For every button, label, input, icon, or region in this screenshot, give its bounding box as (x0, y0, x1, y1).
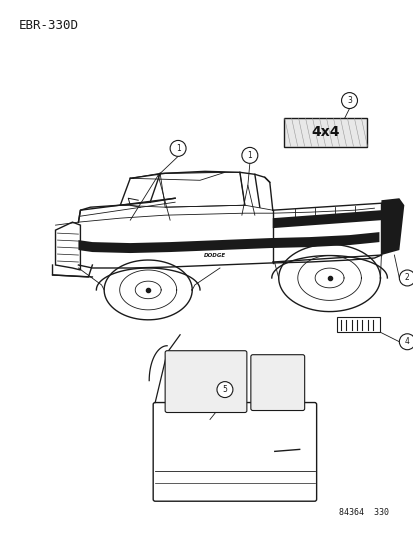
FancyBboxPatch shape (250, 354, 304, 410)
FancyBboxPatch shape (283, 117, 367, 148)
Circle shape (241, 148, 257, 163)
Text: 4: 4 (404, 337, 409, 346)
Text: DODGE: DODGE (204, 253, 225, 257)
Text: 2: 2 (404, 273, 409, 282)
FancyBboxPatch shape (165, 351, 246, 413)
Polygon shape (380, 198, 404, 255)
Text: 84364  330: 84364 330 (339, 508, 389, 517)
Text: EBR-330D: EBR-330D (19, 19, 78, 32)
Polygon shape (272, 210, 380, 228)
Text: 4x4: 4x4 (311, 125, 339, 140)
Text: 5: 5 (222, 385, 227, 394)
Circle shape (399, 334, 413, 350)
Circle shape (341, 93, 357, 109)
Circle shape (216, 382, 233, 398)
Polygon shape (78, 232, 378, 253)
Circle shape (170, 140, 185, 156)
Circle shape (399, 270, 413, 286)
FancyBboxPatch shape (336, 317, 379, 332)
Text: 1: 1 (247, 151, 252, 160)
FancyBboxPatch shape (153, 402, 316, 501)
Text: 3: 3 (346, 96, 351, 105)
Text: 1: 1 (175, 144, 180, 153)
